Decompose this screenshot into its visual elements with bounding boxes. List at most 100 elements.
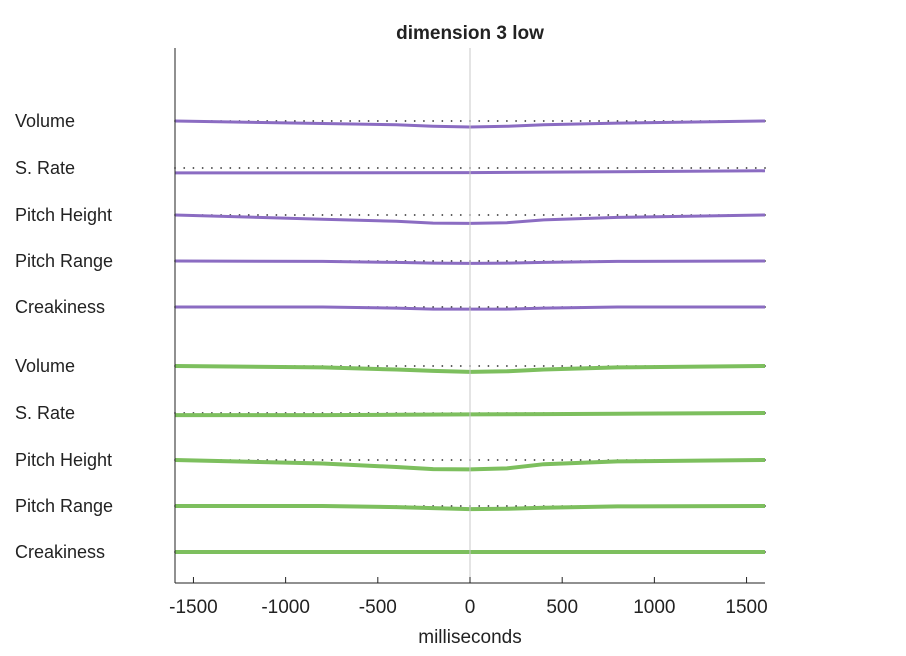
- baseline-dot: [625, 214, 628, 216]
- x-tick-label: -1000: [261, 597, 310, 618]
- baseline-dot: [496, 260, 499, 262]
- baseline-dot: [340, 167, 342, 169]
- baseline-dot: [459, 167, 462, 169]
- baseline-dot: [275, 214, 278, 216]
- baseline-dot: [487, 365, 490, 367]
- baseline-dot: [367, 459, 370, 461]
- baseline-dot: [505, 365, 508, 367]
- baseline-dot: [312, 214, 315, 216]
- baseline-dot: [423, 365, 425, 367]
- baseline-dot: [450, 120, 453, 122]
- baseline-dot: [524, 459, 527, 461]
- series-row: S. Rate: [15, 158, 766, 178]
- baseline-dot: [284, 167, 287, 169]
- baseline-dot: [478, 459, 481, 461]
- baseline-dot: [386, 365, 388, 367]
- baseline-dot: [183, 167, 186, 169]
- baseline-dot: [533, 167, 536, 169]
- x-tick-label: 500: [546, 597, 578, 618]
- baseline-dot: [487, 260, 490, 262]
- baseline-dot: [349, 459, 352, 461]
- baseline-dot: [192, 167, 195, 169]
- series-row: Pitch Range: [15, 251, 766, 271]
- baseline-dot: [588, 120, 591, 122]
- rows: Volume S. Rate Pitch Height Pitch Range Crea…: [15, 111, 766, 562]
- baseline-dot: [413, 214, 416, 216]
- baseline-dot: [340, 459, 342, 461]
- baseline-dot: [552, 365, 554, 367]
- baseline-dot: [552, 120, 554, 122]
- baseline-dot: [423, 459, 425, 461]
- baseline-dot: [616, 214, 619, 216]
- series-row: Creakiness: [15, 297, 766, 317]
- baseline-dot: [478, 214, 481, 216]
- baseline-dot: [662, 167, 665, 169]
- baseline-dot: [404, 365, 407, 367]
- baseline-dot: [505, 260, 508, 262]
- baseline-dot: [459, 505, 462, 507]
- baseline-dot: [533, 365, 536, 367]
- baseline-dot: [708, 167, 711, 169]
- baseline-dot: [404, 214, 407, 216]
- baseline-dot: [505, 306, 508, 308]
- baseline-dot: [395, 459, 398, 461]
- baseline-dot: [561, 167, 564, 169]
- baseline-dot: [487, 459, 490, 461]
- baseline-dot: [478, 167, 481, 169]
- baseline-dot: [478, 306, 481, 308]
- series-label: Volume: [15, 111, 75, 131]
- series-label: S. Rate: [15, 403, 75, 423]
- baseline-dot: [395, 167, 398, 169]
- baseline-dot: [413, 167, 416, 169]
- baseline-dot: [681, 167, 683, 169]
- baseline-dot: [718, 167, 720, 169]
- baseline-dot: [450, 505, 453, 507]
- baseline-dot: [496, 167, 499, 169]
- baseline-dot: [542, 365, 545, 367]
- baseline-dot: [524, 120, 527, 122]
- baseline-dot: [607, 167, 610, 169]
- series-label: Creakiness: [15, 542, 105, 562]
- baseline-dot: [598, 167, 600, 169]
- baseline-dot: [220, 167, 222, 169]
- baseline-dot: [496, 214, 499, 216]
- baseline-dot: [349, 120, 352, 122]
- baseline-dot: [293, 459, 296, 461]
- baseline-dot: [754, 167, 757, 169]
- baseline-dot: [423, 120, 425, 122]
- baseline-dot: [386, 459, 388, 461]
- x-tick-label: 0: [465, 597, 476, 618]
- baseline-dot: [441, 120, 444, 122]
- baseline-dot: [459, 120, 462, 122]
- x-tick-label: 1500: [725, 597, 767, 618]
- baseline-dot: [247, 167, 250, 169]
- baseline-dot: [459, 365, 462, 367]
- baseline-dot: [570, 365, 573, 367]
- baseline-dot: [459, 459, 462, 461]
- series-row: Pitch Range: [15, 496, 766, 516]
- baseline-dot: [459, 306, 462, 308]
- baseline-dot: [284, 459, 287, 461]
- baseline-dot: [570, 459, 573, 461]
- baseline-dot: [395, 120, 398, 122]
- baseline-dot: [450, 167, 453, 169]
- baseline-dot: [201, 167, 204, 169]
- baseline-dot: [588, 167, 591, 169]
- x-tick-label: 1000: [633, 597, 675, 618]
- baseline-dot: [432, 214, 435, 216]
- baseline-dot: [321, 214, 324, 216]
- baseline-dot: [598, 120, 600, 122]
- baseline-dot: [487, 505, 490, 507]
- baseline-dot: [441, 459, 444, 461]
- baseline-dot: [293, 214, 296, 216]
- baseline-dot: [496, 365, 499, 367]
- series-label: Creakiness: [15, 297, 105, 317]
- baseline-dot: [505, 459, 508, 461]
- baseline-dot: [552, 214, 554, 216]
- series-row: Creakiness: [15, 542, 766, 562]
- baseline-dot: [358, 459, 361, 461]
- baseline-dot: [478, 120, 481, 122]
- x-tick-label: -1500: [169, 597, 218, 618]
- baseline-dot: [487, 120, 490, 122]
